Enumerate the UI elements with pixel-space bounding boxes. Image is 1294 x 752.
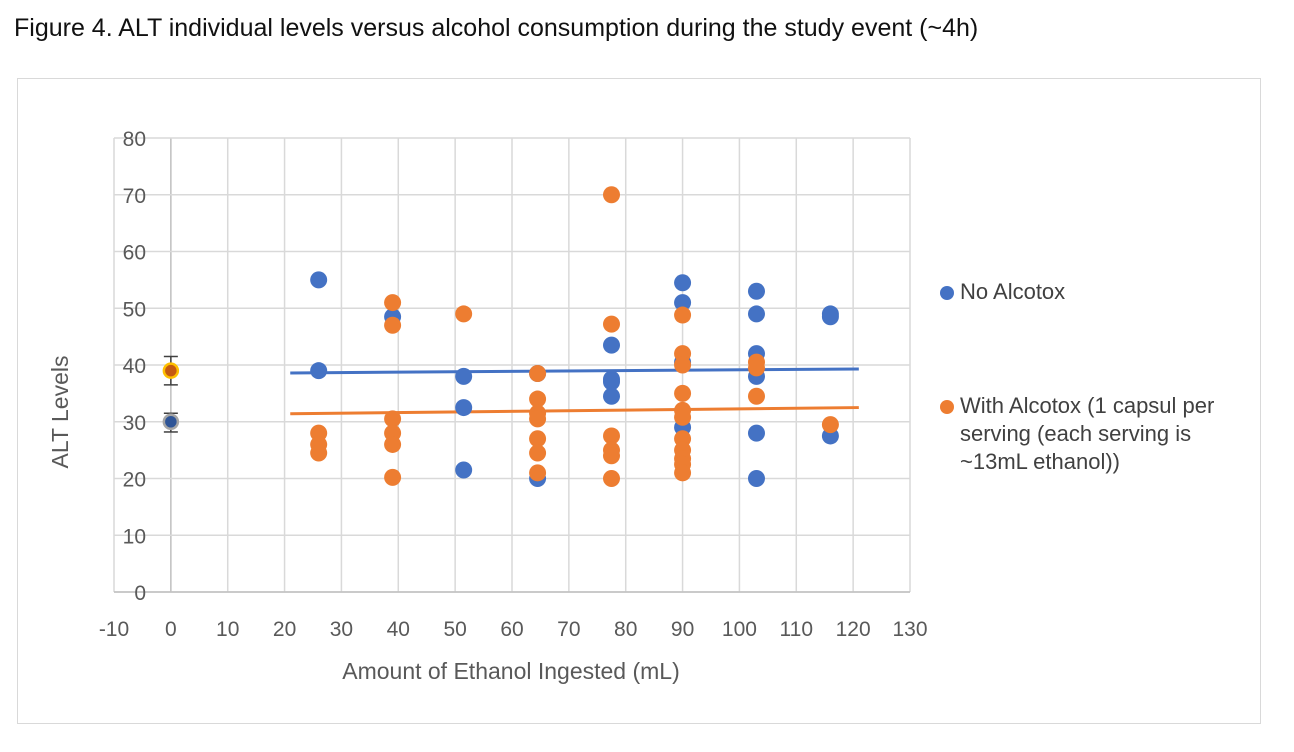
data-point-with-alcotox <box>747 359 765 377</box>
data-point-no-alcotox <box>455 399 473 417</box>
baseline-mean-no-alcotox <box>162 413 180 430</box>
data-point-with-alcotox <box>674 464 692 482</box>
trendline-no-alcotox <box>290 367 859 375</box>
x-tick-label: 20 <box>273 618 296 641</box>
data-point-no-alcotox <box>603 336 620 354</box>
data-point-no-alcotox <box>747 282 765 300</box>
x-tick-label: 120 <box>836 618 871 641</box>
trendline-with-alcotox <box>290 406 859 416</box>
x-tick-label: 110 <box>780 618 813 641</box>
data-point-no-alcotox <box>674 294 692 312</box>
x-tick-label: 130 <box>892 618 927 641</box>
data-point-no-alcotox <box>603 373 620 391</box>
data-point-with-alcotox <box>455 305 473 323</box>
y-tick-label: 70 <box>123 185 146 208</box>
x-tick-label: 70 <box>557 618 580 641</box>
data-point-with-alcotox <box>603 427 620 445</box>
y-tick-label: 20 <box>123 469 146 492</box>
x-tick-label: -10 <box>99 618 129 641</box>
data-point-with-alcotox <box>674 306 692 324</box>
y-axis-label: ALT Levels <box>47 356 73 469</box>
x-tick-label: 10 <box>216 618 239 641</box>
data-point-with-alcotox <box>529 365 547 383</box>
data-point-with-alcotox <box>384 294 402 312</box>
legend-label-line: ~13mL ethanol)) <box>960 449 1121 474</box>
legend-label-line: With Alcotox (1 capsul per <box>960 393 1215 418</box>
data-point-with-alcotox <box>674 384 692 402</box>
data-point-with-alcotox <box>603 186 620 204</box>
y-tick-label: 60 <box>123 242 146 265</box>
legend-marker-blue <box>940 286 954 300</box>
x-tick-label: 100 <box>722 618 757 641</box>
data-point-with-alcotox <box>821 416 839 434</box>
legend-marker-orange <box>940 400 954 414</box>
x-tick-label: 0 <box>165 618 177 641</box>
data-point-no-alcotox <box>603 387 620 405</box>
data-point-with-alcotox <box>603 470 620 487</box>
data-point-with-alcotox <box>384 410 402 428</box>
y-tick-label: 50 <box>123 298 146 321</box>
data-point-no-alcotox <box>455 367 473 385</box>
data-point-with-alcotox <box>529 430 547 448</box>
legend-label: No Alcotox <box>960 279 1066 304</box>
baseline-means <box>162 355 180 433</box>
y-tick-label: 30 <box>123 412 146 435</box>
data-point-no-alcotox <box>310 271 328 289</box>
trendlines <box>290 367 859 416</box>
y-tick-label: 40 <box>123 355 146 378</box>
data-points <box>310 186 839 487</box>
x-tick-label: 80 <box>614 618 637 641</box>
data-point-with-alcotox <box>529 464 547 482</box>
data-point-with-alcotox <box>747 387 765 405</box>
legend-label-line: serving (each serving is <box>960 421 1192 446</box>
data-point-with-alcotox <box>384 435 402 453</box>
data-point-with-alcotox <box>310 444 328 462</box>
figure-title: Figure 4. ALT individual levels versus a… <box>14 14 979 42</box>
data-point-no-alcotox <box>747 424 765 442</box>
data-point-with-alcotox <box>384 468 402 486</box>
y-tick-label: 0 <box>134 582 146 605</box>
data-point-no-alcotox <box>821 308 839 326</box>
data-point-no-alcotox <box>310 362 328 380</box>
data-point-with-alcotox <box>529 410 547 428</box>
tick-labels: -10 0 10 20 30 40 50 60 70 80 90 100 110 120 130010203… <box>99 128 928 641</box>
x-tick-label: 50 <box>443 618 466 641</box>
x-tick-label: 30 <box>330 618 353 641</box>
y-tick-label: 80 <box>123 128 146 151</box>
x-tick-label: 90 <box>671 618 694 641</box>
data-point-with-alcotox <box>603 315 620 333</box>
baseline-mean-with-alcotox <box>162 362 180 379</box>
data-point-no-alcotox <box>747 470 765 487</box>
legend-item-no-alcotox[interactable]: No Alcotox <box>940 278 1065 306</box>
data-point-no-alcotox <box>674 274 692 292</box>
x-axis-label: Amount of Ethanol Ingested (mL) <box>342 658 680 684</box>
data-point-with-alcotox <box>529 390 547 408</box>
data-point-with-alcotox <box>384 316 402 334</box>
data-point-with-alcotox <box>529 444 547 462</box>
data-point-no-alcotox <box>455 461 473 479</box>
data-point-with-alcotox <box>674 408 692 426</box>
legend-item-with-alcotox[interactable]: With Alcotox (1 capsul per serving (each… <box>940 392 1214 476</box>
chart-frame <box>17 78 1261 724</box>
y-tick-label: 10 <box>123 525 146 548</box>
data-point-no-alcotox <box>747 305 765 323</box>
x-tick-label: 60 <box>500 618 523 641</box>
x-tick-label: 40 <box>387 618 410 641</box>
data-point-with-alcotox <box>603 447 620 465</box>
data-point-with-alcotox <box>674 356 692 374</box>
gridlines <box>113 137 911 593</box>
